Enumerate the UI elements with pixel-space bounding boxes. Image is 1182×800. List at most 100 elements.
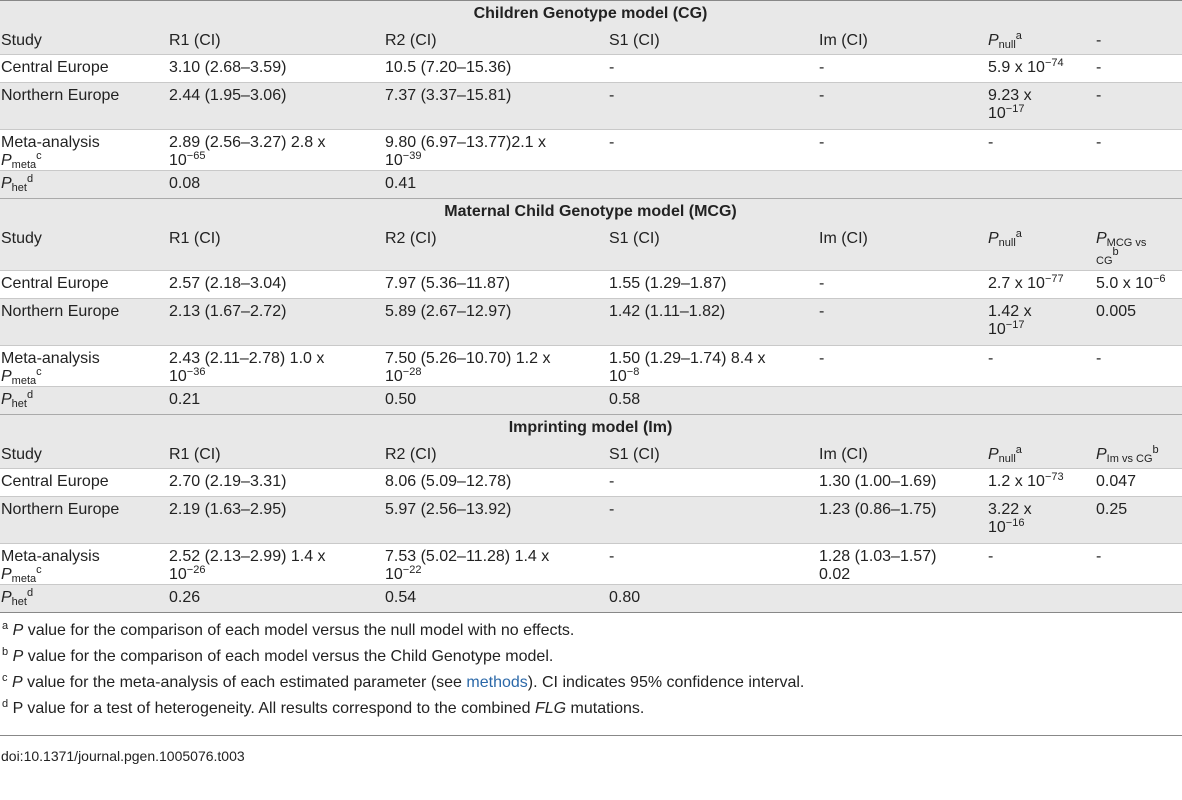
cell [1095, 170, 1182, 199]
cell: 7.97 (5.36–11.87) [384, 270, 608, 299]
cell: 7.37 (3.37–15.81) [384, 82, 608, 130]
cell: 1.55 (1.29–1.87) [608, 270, 818, 299]
table-row: Northern Europe 2.44 (1.95–3.06) 7.37 (3… [0, 82, 1182, 130]
header-cell: Im (CI) [818, 441, 987, 469]
section-title-row: Imprinting model (Im) [0, 414, 1182, 441]
cell: - [608, 129, 818, 171]
header-row: Study R1 (CI) R2 (CI) S1 (CI) Im (CI) Pn… [0, 27, 1182, 55]
cell: Meta-analysis Pmetac [0, 345, 168, 387]
cell: 2.57 (2.18–3.04) [168, 270, 384, 299]
cell: 5.0 x 10−6 [1095, 270, 1182, 299]
cell: - [1095, 129, 1182, 171]
cell: 1.42 x 10−17 [987, 298, 1095, 346]
table-row: Central Europe 2.57 (2.18–3.04) 7.97 (5.… [0, 270, 1182, 299]
cell: Meta-analysis Pmetac [0, 543, 168, 585]
cell: 0.50 [384, 386, 608, 415]
cell: - [987, 129, 1095, 171]
cell: 2.7 x 10−77 [987, 270, 1095, 299]
header-cell: R2 (CI) [384, 441, 608, 469]
header-cell: - [1095, 27, 1182, 55]
cell: 5.9 x 10−74 [987, 54, 1095, 83]
table-row: Meta-analysis Pmetac 2.89 (2.56–3.27) 2.8… [0, 129, 1182, 171]
table-row: Northern Europe 2.19 (1.63–2.95) 5.97 (2… [0, 496, 1182, 544]
cell [1095, 386, 1182, 415]
cell: 0.047 [1095, 468, 1182, 497]
cell: - [818, 345, 987, 387]
cell: 2.89 (2.56–3.27) 2.8 x 10−65 [168, 129, 384, 171]
header-cell: S1 (CI) [608, 225, 818, 271]
results-table: Children Genotype model (CG) Study R1 (C… [0, 0, 1182, 612]
table-row: Central Europe 2.70 (2.19–3.31) 8.06 (5.… [0, 468, 1182, 497]
header-cell: S1 (CI) [608, 27, 818, 55]
cell: 0.80 [608, 584, 818, 612]
header-cell: PIm vs CGb [1095, 441, 1182, 469]
cell: 0.41 [384, 170, 608, 199]
cell: Meta-analysis Pmetac [0, 129, 168, 171]
cell: 1.28 (1.03–1.57) 0.02 [818, 543, 987, 585]
cell: 2.52 (2.13–2.99) 1.4 x 10−26 [168, 543, 384, 585]
header-cell: R2 (CI) [384, 225, 608, 271]
table-row: Meta-analysis Pmetac 2.52 (2.13–2.99) 1.4… [0, 543, 1182, 585]
cell: 3.10 (2.68–3.59) [168, 54, 384, 83]
cell: - [1095, 345, 1182, 387]
header-cell: Pnulla [987, 441, 1095, 469]
cell: - [1095, 82, 1182, 130]
cell: - [818, 82, 987, 130]
cell [1095, 584, 1182, 612]
cell: Phetd [0, 386, 168, 415]
cell: 0.005 [1095, 298, 1182, 346]
cell: Central Europe [0, 270, 168, 299]
header-cell: Im (CI) [818, 225, 987, 271]
cell: 9.80 (6.97–13.77)2.1 x 10−39 [384, 129, 608, 171]
header-row: Study R1 (CI) R2 (CI) S1 (CI) Im (CI) Pn… [0, 225, 1182, 271]
cell [818, 170, 987, 199]
cell [608, 170, 818, 199]
section-title-row: Maternal Child Genotype model (MCG) [0, 198, 1182, 225]
cell: 7.50 (5.26–10.70) 1.2 x 10−28 [384, 345, 608, 387]
cell: 1.42 (1.11–1.82) [608, 298, 818, 346]
table-footnotes: a P value for the comparison of each mod… [0, 612, 1182, 725]
header-cell: R1 (CI) [168, 27, 384, 55]
header-cell: Study [0, 441, 168, 469]
cell: 1.50 (1.29–1.74) 8.4 x 10−8 [608, 345, 818, 387]
cell: 3.22 x 10−16 [987, 496, 1095, 544]
cell: Northern Europe [0, 298, 168, 346]
table-row: Phetd 0.08 0.41 [0, 170, 1182, 199]
cell: - [987, 543, 1095, 585]
cell: 9.23 x 10−17 [987, 82, 1095, 130]
header-row: Study R1 (CI) R2 (CI) S1 (CI) Im (CI) Pn… [0, 441, 1182, 469]
cell: 0.08 [168, 170, 384, 199]
cell: 2.44 (1.95–3.06) [168, 82, 384, 130]
footnote-c: c P value for the meta-analysis of each … [2, 672, 805, 692]
header-cell: R1 (CI) [168, 441, 384, 469]
header-cell: PMCG vs CGb [1095, 225, 1182, 271]
cell: - [818, 129, 987, 171]
cell [987, 170, 1095, 199]
cell: 10.5 (7.20–15.36) [384, 54, 608, 83]
section-title: Imprinting model (Im) [0, 414, 1182, 441]
cell: - [1095, 543, 1182, 585]
cell: 8.06 (5.09–12.78) [384, 468, 608, 497]
header-cell: Study [0, 225, 168, 271]
cell: Central Europe [0, 468, 168, 497]
doi-label: doi:10.1371/journal.pgen.1005076.t003 [0, 735, 1182, 764]
footnote-a: a P value for the comparison of each mod… [2, 620, 575, 640]
cell: 7.53 (5.02–11.28) 1.4 x 10−22 [384, 543, 608, 585]
header-cell: Pnulla [987, 27, 1095, 55]
header-cell: R1 (CI) [168, 225, 384, 271]
table-row: Meta-analysis Pmetac 2.43 (2.11–2.78) 1.0… [0, 345, 1182, 387]
methods-link[interactable]: methods [466, 674, 528, 691]
header-cell: Study [0, 27, 168, 55]
cell: 2.70 (2.19–3.31) [168, 468, 384, 497]
cell: Phetd [0, 584, 168, 612]
cell: 0.26 [168, 584, 384, 612]
cell [818, 584, 987, 612]
cell: 1.30 (1.00–1.69) [818, 468, 987, 497]
cell: 0.21 [168, 386, 384, 415]
header-cell: Pnulla [987, 225, 1095, 271]
cell: 0.54 [384, 584, 608, 612]
cell [987, 584, 1095, 612]
cell: - [608, 543, 818, 585]
header-cell: R2 (CI) [384, 27, 608, 55]
table-row: Northern Europe 2.13 (1.67–2.72) 5.89 (2… [0, 298, 1182, 346]
